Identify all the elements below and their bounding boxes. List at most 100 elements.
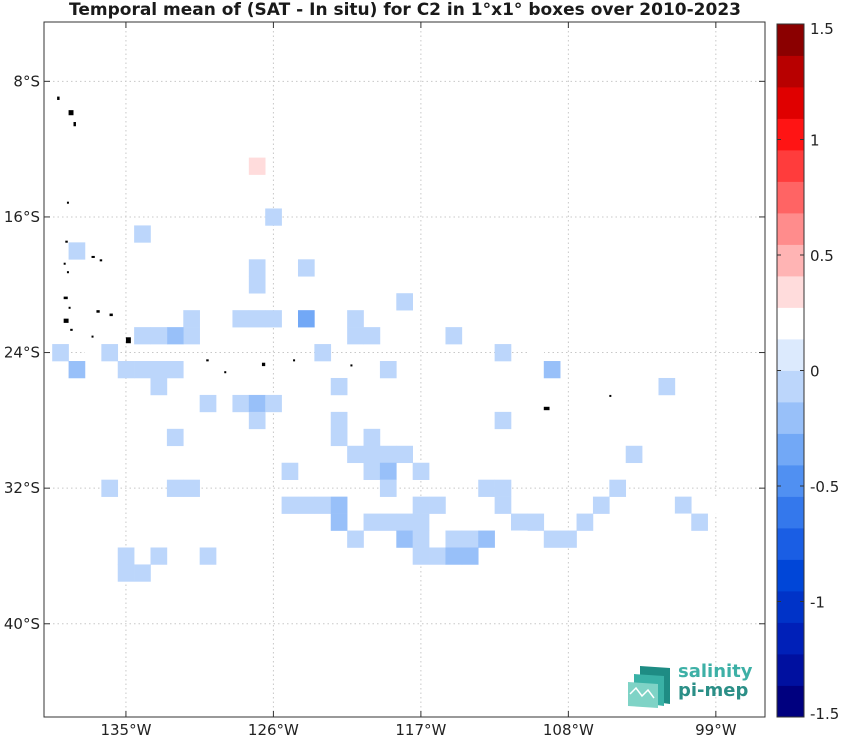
data-cell	[412, 547, 430, 565]
data-cell	[232, 157, 250, 175]
data-cell	[330, 496, 348, 514]
island	[350, 364, 353, 367]
data-cell	[297, 259, 315, 277]
data-cell	[166, 479, 184, 497]
y-tick-label: 32°S	[4, 479, 40, 497]
island	[91, 255, 95, 258]
island	[68, 110, 74, 116]
data-cell	[691, 513, 708, 531]
data-cell	[527, 344, 545, 362]
data-cell	[511, 530, 528, 548]
data-cell	[674, 513, 692, 531]
island	[543, 406, 550, 411]
data-cell	[314, 496, 332, 514]
data-cell	[363, 428, 381, 447]
data-cell	[478, 479, 495, 497]
island	[73, 122, 76, 127]
colorbar-segment	[777, 559, 804, 592]
data-cell	[183, 479, 200, 497]
data-cell	[297, 310, 315, 328]
data-cell	[543, 361, 561, 379]
data-cell	[494, 411, 512, 430]
data-cell	[281, 462, 299, 480]
colorbar-segment	[777, 591, 804, 623]
colorbar-segment	[777, 307, 804, 340]
island	[293, 359, 296, 362]
colorbar-segment	[777, 402, 804, 434]
data-cell	[347, 445, 364, 464]
colorbar-tick-label: 0.5	[810, 247, 834, 265]
data-cell	[330, 377, 348, 396]
data-cell	[166, 361, 184, 379]
colorbar-segment	[777, 685, 804, 718]
data-cell	[625, 445, 643, 464]
data-cell	[68, 327, 86, 345]
wave-logo-icon	[628, 666, 670, 708]
plot-frame	[43, 21, 766, 718]
colorbar-tick-label: 0	[810, 363, 820, 381]
colorbar-tick-label: -1	[810, 594, 825, 612]
data-cells	[52, 157, 725, 582]
data-cell	[674, 496, 692, 514]
data-cell	[527, 513, 545, 531]
data-cell	[330, 428, 348, 447]
island	[66, 201, 69, 204]
data-cell	[150, 361, 168, 379]
island	[109, 313, 113, 317]
colorbar-segment	[777, 622, 804, 655]
colorbar-segment	[777, 339, 804, 371]
colorbar-segment	[777, 465, 804, 497]
data-cell	[150, 377, 168, 396]
data-cell	[101, 344, 119, 362]
data-cell	[117, 361, 135, 379]
data-cell	[609, 479, 627, 497]
data-cell	[412, 513, 430, 531]
colorbar-segment	[777, 24, 804, 56]
data-cell	[183, 310, 200, 328]
island	[70, 328, 73, 331]
colorbar-tick-label: 1	[810, 132, 820, 150]
data-cell	[494, 496, 512, 514]
data-cell	[265, 394, 282, 413]
island	[99, 259, 103, 262]
data-cell	[445, 327, 463, 345]
data-cell	[183, 327, 200, 345]
colorbar-tick-label: -0.5	[810, 478, 839, 496]
data-cell	[379, 479, 397, 497]
data-cell	[379, 462, 397, 480]
data-cell	[117, 564, 135, 582]
data-cell	[248, 276, 266, 294]
island	[63, 262, 66, 265]
data-cell	[363, 513, 381, 531]
data-cell	[445, 530, 463, 548]
data-cell	[379, 513, 397, 531]
data-cell	[560, 530, 577, 548]
island	[261, 362, 266, 367]
colorbar-segment	[777, 55, 804, 88]
data-cell	[199, 547, 217, 565]
colorbar-segment	[777, 118, 804, 151]
data-cell	[379, 361, 397, 379]
data-cell	[150, 327, 168, 345]
data-cell	[52, 530, 69, 548]
data-cell	[52, 344, 69, 362]
data-cell	[396, 445, 413, 464]
colorbar-segment	[777, 150, 804, 182]
colorbar-segment	[777, 276, 804, 308]
data-cell	[429, 547, 446, 565]
data-cell	[134, 225, 151, 243]
colorbar-segment	[777, 244, 804, 277]
island	[609, 394, 612, 397]
data-cell	[347, 310, 364, 328]
data-cell	[248, 259, 266, 277]
data-cell	[363, 462, 381, 480]
data-cell	[527, 462, 545, 480]
island	[96, 310, 100, 313]
data-cell	[347, 530, 364, 548]
data-cell	[396, 513, 413, 531]
data-cell	[117, 547, 135, 565]
data-cell	[265, 208, 282, 226]
data-cell	[84, 344, 102, 362]
data-cell	[347, 327, 364, 345]
land-features	[57, 96, 612, 411]
